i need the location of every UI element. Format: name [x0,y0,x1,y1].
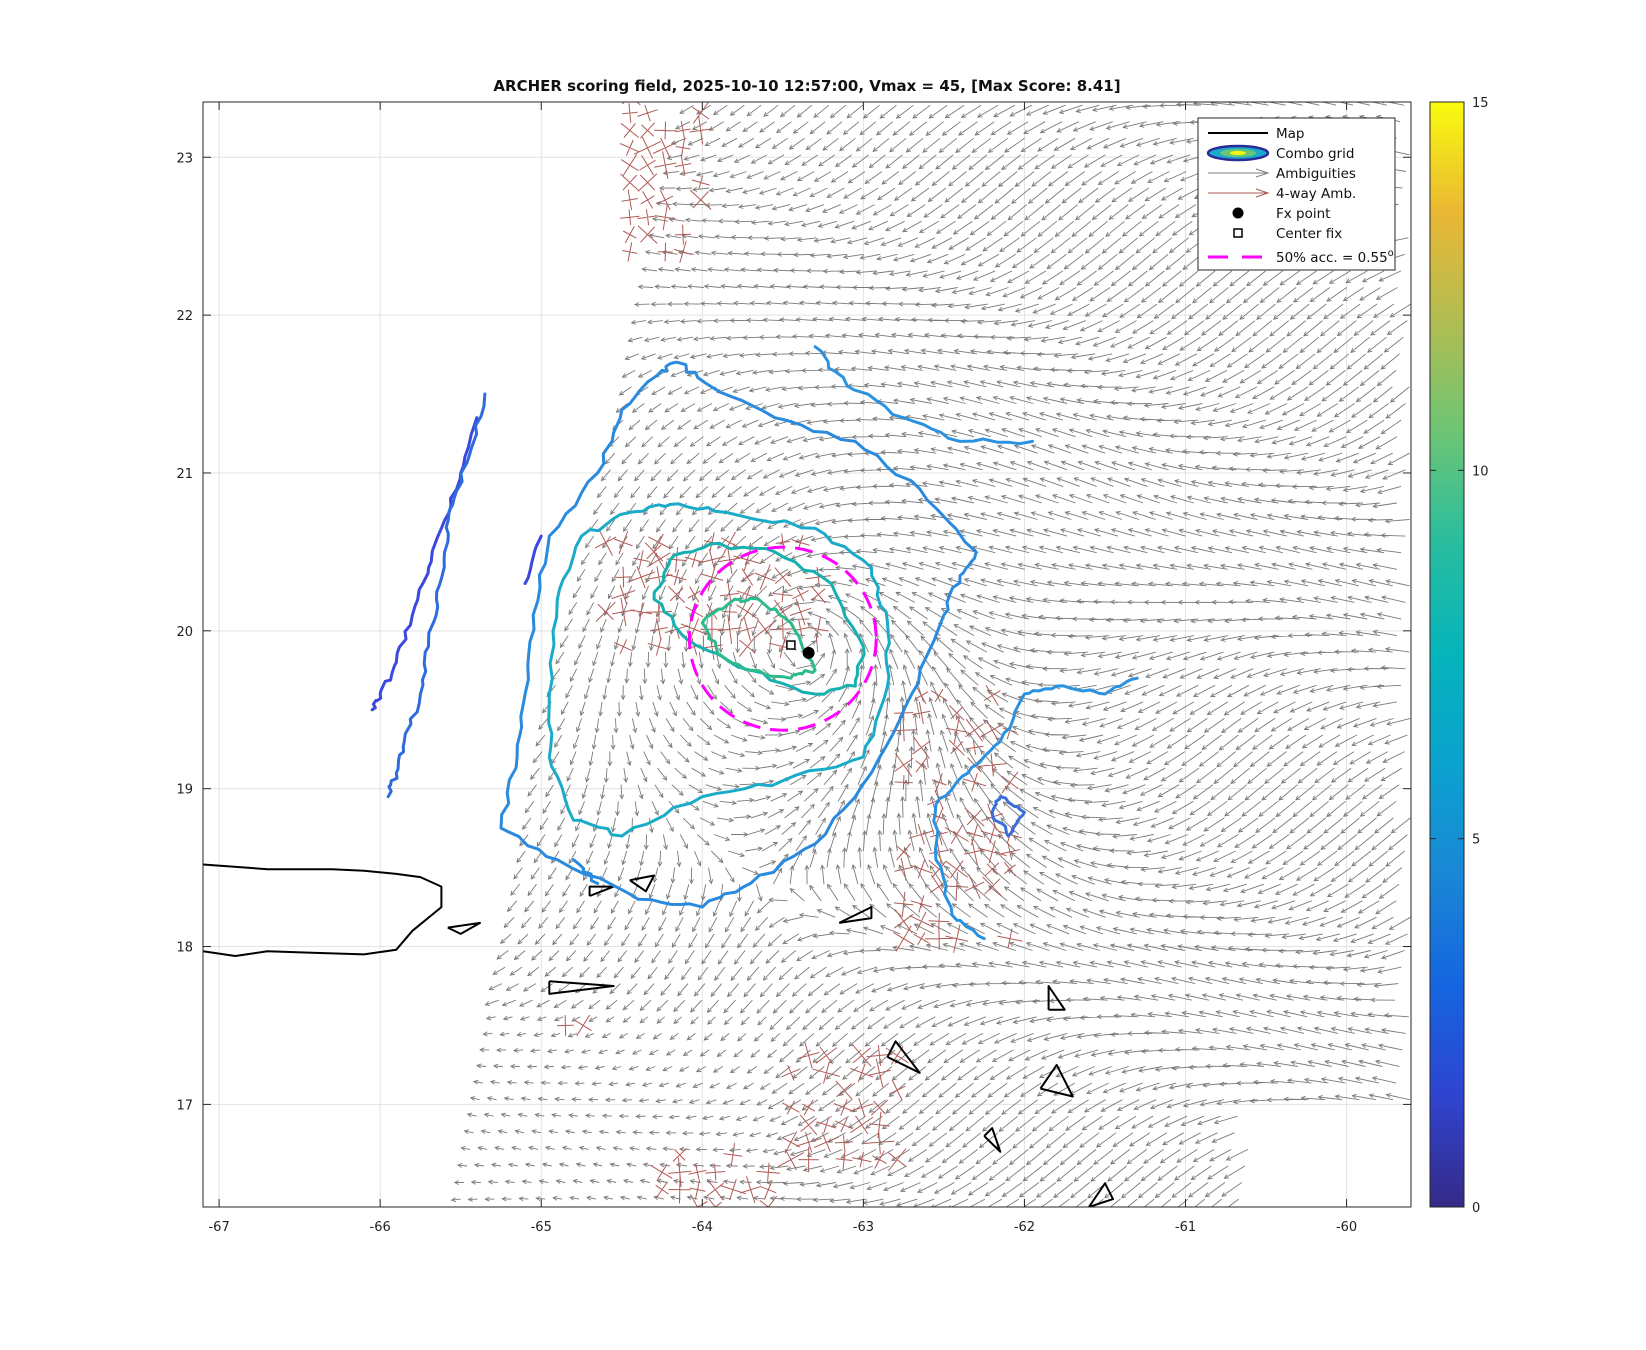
legend-box [1197,117,1396,271]
legend-swatch-center [1233,228,1243,238]
coastline [447,921,481,935]
legend-label-map: Map [1276,126,1305,142]
score-contour [652,541,866,696]
coastline [203,863,443,957]
legend-label-amb: Ambiguities [1276,166,1356,182]
coastline [588,885,615,897]
plot-frame [202,101,1412,1208]
grid-lines [203,102,1411,1207]
coastline [1039,1063,1074,1098]
legend-label-center: Center fix [1276,226,1342,242]
y-tick-label: 22 [176,309,193,324]
map-coastlines [203,863,1114,1207]
colorbar-tick-label: 0 [1472,1201,1480,1216]
colorbar-ticks: 0 5 10 15 [1430,96,1489,1216]
score-contour [932,676,1139,941]
score-contour [572,858,600,885]
legend-swatch-arrowhead [1255,168,1270,178]
legend-swatch-fx [1232,207,1244,219]
legend: Map Combo grid Ambiguities 4-way Amb. Fx poi… [1197,117,1396,271]
score-contour [499,360,978,909]
legend-label-acc: 50% acc. = 0.55o [1276,248,1394,266]
y-tick-label: 17 [176,1098,193,1113]
score-contours [370,345,1139,941]
score-contour [386,392,487,799]
x-tick-label: -60 [1336,1220,1357,1235]
ambiguity-shafts [451,102,1411,1207]
coastline [838,906,873,924]
y-tick-label: 18 [176,941,193,956]
coastline [1047,985,1066,1011]
score-contour [523,534,543,585]
legend-label-fx: Fx point [1276,206,1330,222]
x-tick-label: -62 [1014,1220,1035,1235]
y-tick-label: 20 [176,625,193,640]
colorbar-tick-label: 15 [1472,96,1489,111]
fix-markers [687,545,878,732]
ambiguity-vectors [450,102,1411,1207]
axis-ticks: -67 -66 -65 -64 -63 -62 -61 -60 17 18 19 20 21 22 23 [176,102,1411,1235]
coastline [548,980,615,995]
coastline [886,1040,921,1074]
x-tick-label: -65 [531,1220,552,1235]
y-tick-label: 23 [176,151,193,166]
x-tick-label: -66 [370,1220,391,1235]
legend-label-amb4: 4-way Amb. [1276,186,1356,202]
chart-title: ARCHER scoring field, 2025-10-10 12:57:0… [493,77,1120,95]
ambiguity-heads [450,102,1397,1207]
x-tick-label: -63 [853,1220,874,1235]
center-fix-marker [786,640,796,650]
legend-label-combo: Combo grid [1276,146,1354,162]
y-tick-label: 21 [176,467,193,482]
coastline [983,1127,1002,1153]
legend-swatch-arrowhead [1255,188,1270,198]
score-contour [370,416,479,712]
legend-swatch-combo-core [1230,151,1246,155]
accuracy-circle [687,545,878,732]
x-tick-label: -67 [208,1220,229,1235]
coastline [629,874,655,893]
score-contour [700,596,817,680]
fx-point-marker [802,646,815,659]
score-contour [990,795,1026,838]
y-tick-label: 19 [176,783,193,798]
colorbar-tick-label: 10 [1472,464,1489,479]
score-contour [813,345,1034,446]
x-tick-label: -61 [1175,1220,1196,1235]
colorbar-tick-label: 5 [1472,833,1480,848]
score-contour [547,502,891,838]
coastline [1088,1182,1114,1207]
x-tick-label: -64 [692,1220,713,1235]
colorbar [1429,101,1465,1208]
legend-label-superscript: o [1388,248,1394,259]
